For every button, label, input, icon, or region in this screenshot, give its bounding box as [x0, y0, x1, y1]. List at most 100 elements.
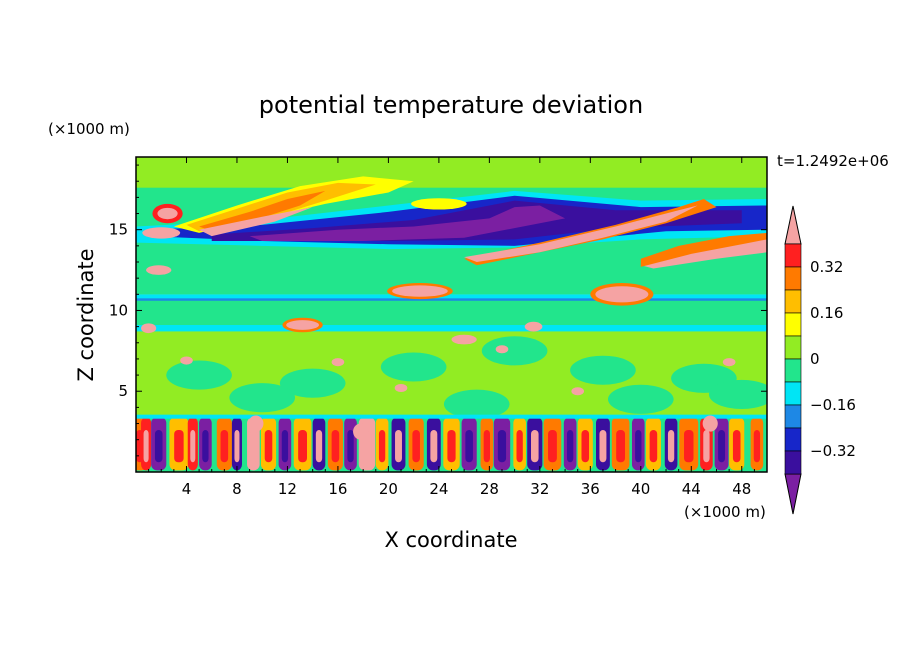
boundary-cell-core — [202, 430, 209, 463]
boundary-cell-core — [378, 430, 386, 463]
warm-cell — [142, 227, 181, 239]
boundary-cell-core — [753, 430, 761, 463]
x-tick-label: 44 — [682, 480, 701, 498]
colorbar-label: 0.16 — [810, 304, 843, 322]
colorbar-box — [784, 289, 802, 314]
boundary-cell-core — [220, 430, 229, 463]
neutral-patch — [708, 379, 767, 409]
boundary-cell-core — [616, 430, 626, 463]
boundary-cell-core — [315, 430, 323, 463]
warm-dot — [394, 383, 408, 393]
warm-patch-core — [392, 285, 448, 297]
boundary-cell-core — [599, 430, 607, 463]
x-axis-label: X coordinate — [384, 528, 517, 552]
colorbar: −0.32 −0.16 0 0.16 0.32 — [784, 205, 856, 515]
x-tick-label: 20 — [379, 480, 398, 498]
colorbar-box — [784, 335, 802, 360]
neutral-patch — [607, 384, 674, 414]
boundary-cell-core — [732, 430, 741, 463]
warm-patch-core — [595, 286, 649, 303]
x-tick-label: 40 — [631, 480, 650, 498]
x-tick-label: 48 — [732, 480, 751, 498]
neutral-patch — [443, 389, 510, 419]
y-tick-label: 15 — [109, 221, 128, 239]
boundary-cell-core — [531, 430, 539, 463]
boundary-cell-core — [465, 430, 473, 463]
boundary-cell-core — [331, 430, 340, 463]
colorbar-over-triangle — [784, 205, 802, 245]
warm-cell — [411, 198, 467, 210]
boundary-cell-core — [516, 430, 523, 463]
warm-tongue-core — [199, 207, 313, 237]
warm-patch — [146, 265, 172, 275]
colorbar-under-triangle — [784, 473, 802, 515]
boundary-cell-core — [347, 430, 354, 463]
boundary-cell-core — [298, 430, 308, 463]
band-mid-neutral — [136, 300, 767, 327]
warm-cell-core — [157, 207, 178, 220]
warm-dot — [722, 358, 736, 367]
boundary-cell-core — [264, 430, 273, 463]
warm-patch — [451, 334, 477, 345]
colorbar-box — [784, 266, 802, 291]
x-tick-label: 12 — [278, 480, 297, 498]
neutral-patch — [166, 360, 232, 390]
boundary-cell-core — [250, 430, 257, 463]
boundary-cell-core — [412, 430, 420, 463]
colorbar-label: −0.16 — [810, 396, 856, 414]
x-tick-label: 32 — [530, 480, 549, 498]
neutral-patch — [279, 368, 346, 398]
time-label: t=1.2492e+06 — [777, 152, 889, 170]
y-tick-label: 5 — [118, 382, 128, 400]
boundary-cell-core — [174, 430, 184, 463]
boundary-cell-core — [581, 430, 590, 463]
boundary-cell-core — [649, 430, 658, 463]
x-tick-label: 4 — [182, 480, 192, 498]
band-top — [136, 157, 767, 188]
band-mid-line — [136, 325, 767, 332]
boundary-cell-core — [395, 430, 402, 463]
colorbar-label: −0.32 — [810, 442, 856, 460]
boundary-cell-core — [635, 430, 642, 463]
colorbar-label: 0 — [810, 350, 820, 368]
warm-streak-core — [464, 205, 698, 262]
warm-dot — [331, 358, 345, 367]
colorbar-box — [784, 243, 802, 268]
boundary-cell-core — [136, 430, 144, 463]
warm-streak-right-edge — [640, 232, 767, 267]
neutral-patch — [481, 336, 548, 366]
x-tick-label: 24 — [429, 480, 448, 498]
x-tick-label: 28 — [480, 480, 499, 498]
colorbar-box — [784, 381, 802, 406]
boundary-cell-core — [143, 430, 149, 463]
contour-field — [136, 157, 767, 472]
colorbar-box — [784, 404, 802, 429]
warm-dot — [180, 356, 193, 365]
boundary-cell-core — [154, 430, 163, 463]
x-unit-label: (×1000 m) — [684, 503, 766, 521]
boundary-cell-core — [703, 430, 710, 463]
warm-patch — [141, 323, 157, 334]
warm-patch — [524, 321, 543, 332]
boundary-cell-core — [667, 430, 675, 463]
boundary-cell-core — [718, 430, 726, 463]
plume — [702, 415, 718, 432]
colorbar-box — [784, 312, 802, 337]
boundary-cell-core — [548, 430, 557, 463]
chart-title: potential temperature deviation — [259, 91, 643, 119]
y-tick-label: 10 — [109, 301, 128, 319]
band-tropopause — [136, 294, 767, 300]
cold-layer-deep — [249, 205, 566, 241]
boundary-cell-core — [497, 430, 507, 463]
colorbar-box — [784, 358, 802, 383]
plume — [353, 423, 369, 440]
boundary-cell-core — [430, 430, 438, 463]
x-tick-label: 8 — [232, 480, 242, 498]
boundary-top — [136, 414, 767, 419]
neutral-patch — [570, 355, 636, 385]
x-tick-label: 16 — [328, 480, 347, 498]
boundary-cell-core — [281, 430, 289, 463]
neutral-patch — [229, 383, 296, 413]
colorbar-box — [784, 427, 802, 452]
